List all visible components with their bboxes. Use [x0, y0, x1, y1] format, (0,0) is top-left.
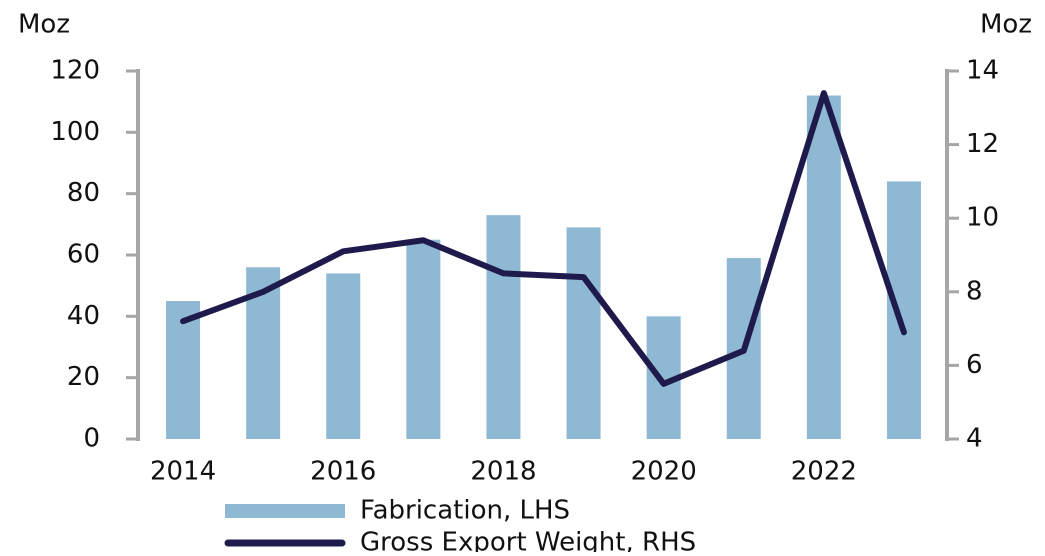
y-tick-label: 0	[83, 424, 100, 454]
y2-tick-label: 4	[966, 424, 983, 454]
y-tick-label: 20	[67, 362, 100, 392]
legend-label: Fabrication, LHS	[360, 496, 570, 526]
bar	[566, 227, 601, 439]
y-axis-unit: Moz	[18, 10, 70, 40]
bar	[886, 181, 921, 439]
x-tick-label: 2014	[150, 457, 216, 487]
y-tick-label: 80	[67, 178, 100, 208]
legend-swatch	[225, 504, 345, 518]
y-tick-label: 40	[67, 301, 100, 331]
y2-tick-label: 6	[966, 350, 983, 380]
bar	[486, 215, 521, 439]
bar	[406, 239, 441, 439]
x-tick-label: 2016	[310, 457, 376, 487]
y-tick-label: 60	[67, 240, 100, 270]
y2-tick-label: 14	[966, 56, 999, 86]
x-tick-label: 2020	[631, 457, 697, 487]
bar	[326, 273, 361, 439]
y2-tick-label: 12	[966, 129, 999, 159]
x-tick-label: 2018	[470, 457, 536, 487]
bar	[806, 95, 841, 440]
y2-tick-label: 10	[966, 203, 999, 233]
x-tick-label: 2022	[791, 457, 857, 487]
y-tick-label: 120	[50, 56, 100, 86]
line	[180, 90, 907, 387]
y-tick-label: 100	[50, 117, 100, 147]
legend-label: Gross Export Weight, RHS	[360, 528, 696, 553]
y2-axis-unit: Moz	[980, 10, 1032, 40]
y2-tick-label: 8	[966, 276, 983, 306]
